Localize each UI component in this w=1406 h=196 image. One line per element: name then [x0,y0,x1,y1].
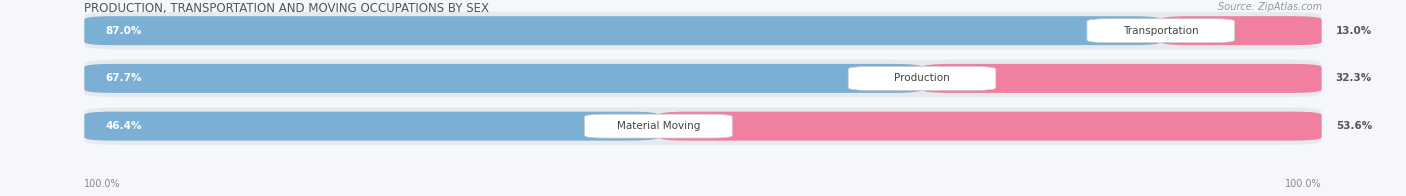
FancyBboxPatch shape [848,66,995,90]
FancyBboxPatch shape [585,114,733,138]
Text: 100.0%: 100.0% [84,179,121,189]
Text: 13.0%: 13.0% [1336,26,1372,36]
FancyBboxPatch shape [84,60,1322,97]
FancyBboxPatch shape [84,112,658,141]
FancyBboxPatch shape [1161,16,1322,45]
Text: PRODUCTION, TRANSPORTATION AND MOVING OCCUPATIONS BY SEX: PRODUCTION, TRANSPORTATION AND MOVING OC… [84,2,489,15]
Text: 53.6%: 53.6% [1336,121,1372,131]
FancyBboxPatch shape [1087,19,1234,43]
FancyBboxPatch shape [922,64,1322,93]
Text: 32.3%: 32.3% [1336,73,1372,83]
FancyBboxPatch shape [84,64,922,93]
FancyBboxPatch shape [84,107,1322,145]
Text: 67.7%: 67.7% [105,73,142,83]
Text: Transportation: Transportation [1123,26,1198,36]
Text: 87.0%: 87.0% [105,26,142,36]
FancyBboxPatch shape [84,16,1161,45]
FancyBboxPatch shape [658,112,1322,141]
Text: 100.0%: 100.0% [1285,179,1322,189]
FancyBboxPatch shape [84,12,1322,49]
Text: Material Moving: Material Moving [617,121,700,131]
Text: Source: ZipAtlas.com: Source: ZipAtlas.com [1218,2,1322,12]
Text: 46.4%: 46.4% [105,121,142,131]
Text: Production: Production [894,73,950,83]
